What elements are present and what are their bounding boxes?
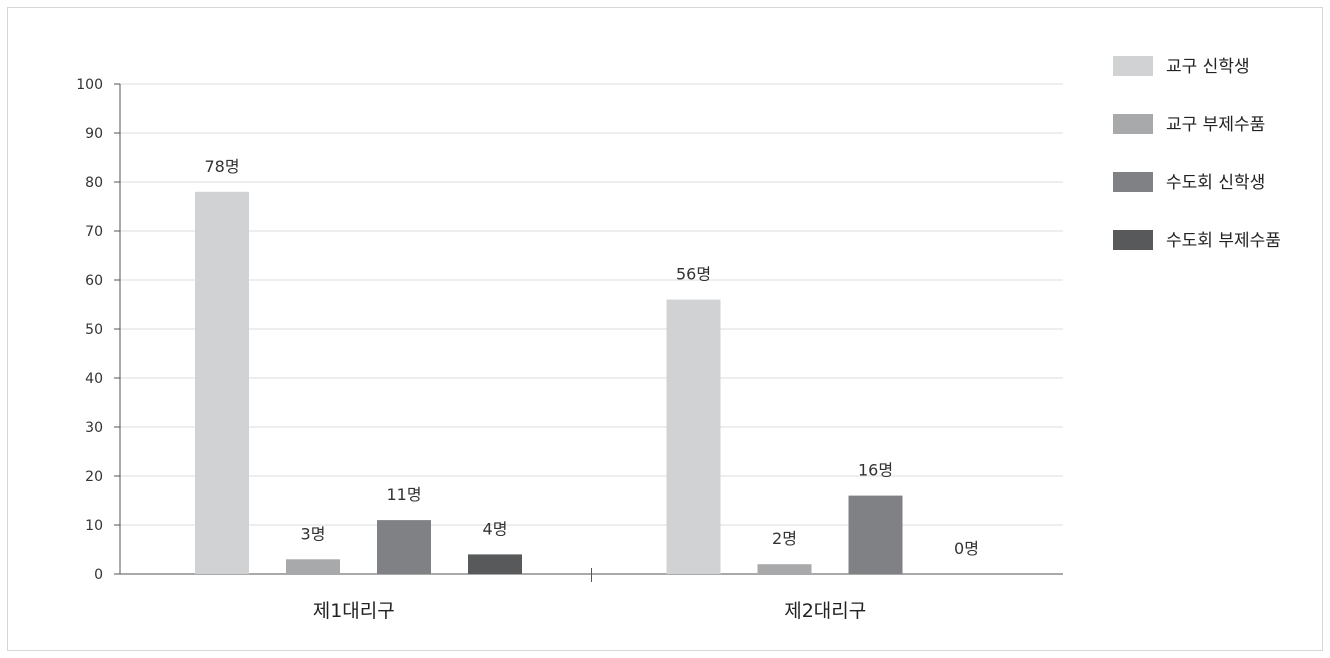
legend-swatch bbox=[1113, 56, 1153, 76]
legend-swatch bbox=[1113, 172, 1153, 192]
data-label: 2명 bbox=[772, 529, 797, 548]
y-tick-label: 100 bbox=[76, 77, 103, 93]
bar bbox=[666, 299, 721, 574]
y-tick-label: 80 bbox=[85, 175, 103, 191]
y-tick-label: 10 bbox=[85, 518, 103, 534]
legend-label: 수도회 부제수품 bbox=[1166, 231, 1281, 251]
bar bbox=[377, 520, 431, 574]
data-label: 4명 bbox=[483, 519, 508, 538]
legend-swatch bbox=[1113, 230, 1153, 250]
bar bbox=[195, 191, 249, 575]
data-label: 56명 bbox=[676, 265, 711, 284]
x-tick-label: 제2대리구 bbox=[784, 600, 866, 622]
y-tick-label: 40 bbox=[85, 371, 103, 387]
data-label: 0명 bbox=[954, 539, 979, 558]
legend-label: 교구 부제수품 bbox=[1166, 115, 1265, 135]
legend-label: 교구 신학생 bbox=[1166, 57, 1250, 77]
data-label: 16명 bbox=[858, 461, 893, 480]
x-tick-label: 제1대리구 bbox=[313, 600, 395, 622]
legend-label: 수도회 신학생 bbox=[1166, 173, 1265, 193]
y-tick-label: 0 bbox=[94, 567, 103, 583]
bar bbox=[468, 554, 522, 574]
bar bbox=[757, 564, 812, 574]
y-tick-label: 90 bbox=[85, 126, 103, 142]
y-tick-label: 30 bbox=[85, 420, 103, 436]
y-tick-label: 20 bbox=[85, 469, 103, 485]
data-label: 3명 bbox=[301, 524, 326, 543]
y-tick-label: 60 bbox=[85, 273, 103, 289]
data-label: 78명 bbox=[204, 157, 239, 176]
data-label: 11명 bbox=[386, 485, 421, 504]
y-tick-label: 50 bbox=[85, 322, 103, 338]
legend-swatch bbox=[1113, 114, 1153, 134]
y-tick-label: 70 bbox=[85, 224, 103, 240]
bar bbox=[286, 559, 340, 574]
bar bbox=[848, 495, 903, 574]
